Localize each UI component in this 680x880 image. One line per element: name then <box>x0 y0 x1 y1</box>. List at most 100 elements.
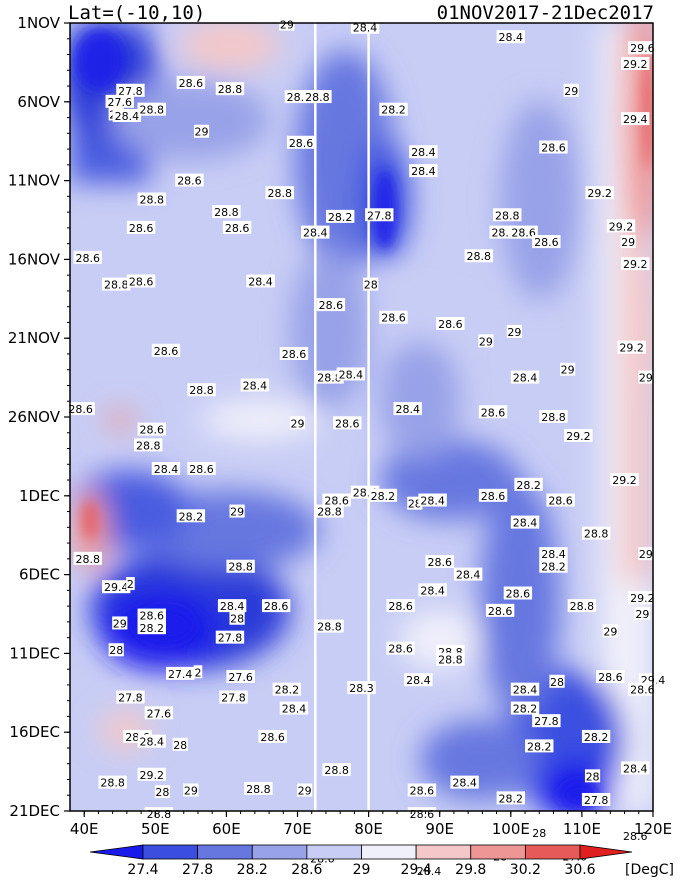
svg-text:28.6: 28.6 <box>630 684 655 697</box>
svg-text:28.6: 28.6 <box>511 227 536 240</box>
colorbar-segment <box>415 844 472 860</box>
contour-label: 28.8 <box>212 205 241 219</box>
contour-label: 28.6 <box>137 608 166 623</box>
contour-label: 29 <box>289 416 306 430</box>
svg-text:29.2: 29.2 <box>609 220 634 233</box>
svg-text:27.8: 27.8 <box>118 85 143 98</box>
x-tick-label: 110E <box>563 820 601 838</box>
svg-text:28.6: 28.6 <box>335 417 360 430</box>
contour-label: 28.4 <box>510 370 540 385</box>
svg-text:28: 28 <box>364 279 378 292</box>
svg-text:28.4: 28.4 <box>406 674 431 687</box>
svg-text:28.6: 28.6 <box>282 348 307 361</box>
colorbar-segment <box>251 844 308 860</box>
svg-text:28.6: 28.6 <box>289 137 314 150</box>
contour-label: 29.4 <box>102 580 131 594</box>
contour-label: 28.8 <box>315 619 344 634</box>
colorbar-label: 29.4 <box>401 862 432 878</box>
svg-text:28.4: 28.4 <box>513 372 538 385</box>
contour-label: 28.8 <box>226 559 255 574</box>
contour-label: 28.4 <box>217 599 247 613</box>
svg-text:28.4: 28.4 <box>243 379 268 392</box>
svg-text:29.2: 29.2 <box>623 58 648 71</box>
svg-text:28.6: 28.6 <box>76 252 101 265</box>
contour-label: 28.2 <box>176 509 206 523</box>
contour-label: 28.2 <box>368 488 398 503</box>
x-tick-label: 120E <box>634 820 672 838</box>
svg-text:27.6: 27.6 <box>108 96 133 109</box>
svg-text:28.8: 28.8 <box>438 654 463 667</box>
svg-text:28.8: 28.8 <box>140 104 165 117</box>
contour-label: 28.6 <box>316 298 346 312</box>
contour-label: 28.2 <box>539 559 568 574</box>
contour-label: 29.2 <box>621 56 650 71</box>
contour-label: 28 <box>108 643 124 657</box>
x-tick-label: 90E <box>425 820 454 838</box>
svg-text:28.4: 28.4 <box>499 31 524 44</box>
contour-label: 28.6 <box>539 140 568 155</box>
contour-label: 28.2 <box>272 682 302 697</box>
contour-label: 29.4 <box>621 112 650 126</box>
svg-text:29: 29 <box>280 19 294 32</box>
contour-label: 28.4 <box>414 863 444 878</box>
contour-label: 28.8 <box>464 249 494 263</box>
svg-text:28.8: 28.8 <box>495 209 520 222</box>
svg-text:28.2: 28.2 <box>516 479 541 492</box>
contour-label: 28.8 <box>315 370 344 385</box>
contour-label: 28.6 <box>436 317 465 331</box>
colorbar-segment <box>361 844 417 860</box>
colorbar-segment <box>306 844 362 860</box>
contour-label: 28.4 <box>151 462 181 476</box>
svg-text:28.2: 28.2 <box>527 740 552 753</box>
svg-text:29: 29 <box>184 785 198 798</box>
svg-text:28.6: 28.6 <box>177 175 202 188</box>
contour-label: 28.2 <box>379 102 408 117</box>
contour-label: 28 <box>584 769 601 783</box>
contour-label: 29 <box>506 324 522 339</box>
plot-area <box>70 23 653 811</box>
contour-label: 28.6 <box>546 493 575 508</box>
contour-label: 2 <box>126 577 135 591</box>
svg-text:28.4: 28.4 <box>220 600 245 613</box>
svg-text:29.2: 29.2 <box>630 592 655 605</box>
svg-text:27.8: 27.8 <box>218 632 243 645</box>
svg-text:28: 28 <box>408 498 422 511</box>
colorbar-segment <box>470 844 526 860</box>
svg-text:28: 28 <box>173 739 187 752</box>
svg-text:28.8: 28.8 <box>570 600 595 613</box>
contour-label: 27.8 <box>219 690 248 705</box>
contour-label: 28.4 <box>539 547 568 561</box>
svg-text:28.8: 28.8 <box>467 250 492 263</box>
contour-label: 28.6 <box>151 343 181 358</box>
svg-text:28.2: 28.2 <box>371 490 396 503</box>
contour-label: 29 <box>638 370 654 385</box>
contour-label: 28.6 <box>386 641 415 656</box>
svg-text:28.8: 28.8 <box>541 411 566 424</box>
svg-text:28.6: 28.6 <box>154 345 179 358</box>
contour-label: 29.2 <box>564 428 593 443</box>
contour-label: 28.4 <box>404 673 433 687</box>
svg-text:29: 29 <box>507 326 521 339</box>
svg-text:28.4: 28.4 <box>456 569 481 582</box>
svg-text:29: 29 <box>603 625 617 638</box>
contour-label: 28.6 <box>176 75 206 90</box>
svg-text:28.2: 28.2 <box>541 561 566 574</box>
colorbar-segment <box>524 844 581 860</box>
svg-text:28.4: 28.4 <box>411 165 436 178</box>
contour-label: 28.8 <box>303 90 332 104</box>
contour-label: 29 <box>183 783 199 798</box>
svg-text:28.6: 28.6 <box>140 424 165 437</box>
contour-label: 28 <box>172 737 188 752</box>
svg-text:29: 29 <box>564 85 578 98</box>
contour-label: 28.8 <box>98 775 127 790</box>
colorbar-label: 30.2 <box>510 862 541 878</box>
contour-label: 28.6 <box>532 235 561 249</box>
contour-label: 28.4 <box>350 20 380 35</box>
contour-label: 28.4 <box>510 515 540 530</box>
svg-text:29: 29 <box>298 785 312 798</box>
contour-label: 27.8 <box>215 630 245 645</box>
colorbar: 27.4 27.8 28.2 28.6 29 29.4 29.8 30.2 30.6 [DegC] <box>89 844 674 878</box>
svg-text:28.8: 28.8 <box>214 206 239 219</box>
contour-label: 27.6 <box>144 706 174 720</box>
